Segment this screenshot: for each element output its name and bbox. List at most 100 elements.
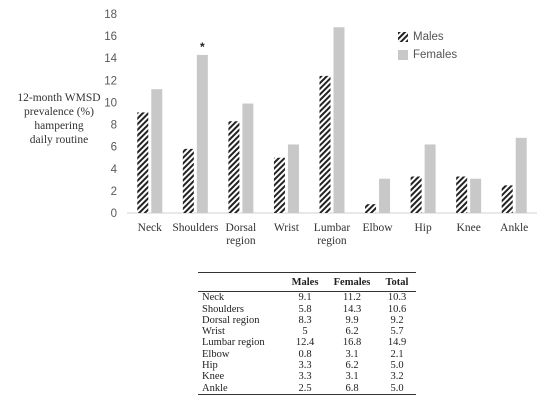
bar-females-hip — [424, 144, 436, 213]
table-cell: 3.3 — [298, 360, 312, 372]
table-cell: 9.1 — [298, 292, 312, 304]
table-cell: 14.9 — [387, 337, 407, 349]
prevalence-table: Males Females Total Neck 9.1 11.2 10.3 Shoul… — [198, 272, 416, 395]
x-tick-label: Shoulders — [172, 222, 219, 234]
table-row: Wrist 5 6.2 5.7 — [198, 326, 416, 337]
table-cell: 8.3 — [298, 314, 312, 326]
bar-females-knee — [470, 178, 482, 213]
table-row-label: Dorsal region — [202, 314, 260, 326]
y-axis-label-line: daily routine — [29, 134, 89, 146]
table-cell: 6.2 — [345, 360, 359, 372]
x-tick-label: Wrist — [274, 222, 300, 234]
y-axis-label: 12-month WMSD prevalence (%) hampering d… — [0, 91, 118, 147]
y-tick-label: 14 — [104, 53, 117, 65]
bar-males-shoulders — [182, 148, 194, 213]
x-tick-label: Dorsal — [226, 222, 257, 234]
table-cell: 9.9 — [345, 314, 359, 326]
bar-males-dorsal-region — [228, 121, 240, 213]
y-tick-label: 8 — [111, 120, 117, 132]
table-cell: 0.8 — [298, 348, 312, 360]
table-header-row: Males Females Total — [198, 272, 416, 292]
x-tick-label: Elbow — [363, 222, 394, 234]
bar-females-ankle — [515, 137, 527, 213]
bar-females-elbow — [379, 178, 391, 213]
table-cell: 16.8 — [342, 337, 362, 349]
bar-females-shoulders — [196, 54, 208, 214]
x-tick-label: Lumbar — [314, 222, 351, 234]
x-tick-label: Neck — [138, 222, 163, 234]
bar-males-wrist — [273, 157, 285, 213]
table-cell: 6.8 — [345, 382, 359, 394]
x-tick-label: Ankle — [500, 222, 528, 234]
table-cell: 10.3 — [387, 292, 407, 304]
table-row-label: Hip — [202, 360, 218, 372]
y-axis-label-line: prevalence (%) — [24, 106, 94, 118]
table-row: Hip 3.3 6.2 5.0 — [198, 360, 416, 371]
table-cell: 3.3 — [298, 371, 312, 383]
x-tick-label: Hip — [414, 222, 432, 234]
table-row-label: Neck — [202, 292, 225, 304]
legend-swatch-males — [398, 32, 408, 42]
table-cell: 5.0 — [390, 360, 404, 372]
bar-males-lumbar-region — [319, 75, 331, 214]
table-row-label: Knee — [202, 371, 225, 383]
table-cell: 2.5 — [298, 382, 312, 394]
table-cell: 3.1 — [345, 348, 359, 360]
table-cell: 6.2 — [345, 326, 359, 338]
y-tick-label: 6 — [111, 142, 117, 154]
bar-females-dorsal-region — [242, 103, 254, 213]
table-row: Knee 3.3 3.1 3.2 — [198, 371, 416, 382]
table-cell: 5.7 — [390, 326, 404, 338]
y-tick-label: 12 — [104, 75, 117, 87]
x-tick-label: region — [317, 235, 347, 247]
table-cell: 5.8 — [298, 303, 312, 315]
table-cell: 5.0 — [390, 382, 404, 394]
y-tick-label: 10 — [104, 97, 117, 109]
table-header-cell — [198, 273, 284, 292]
table-row-label: Wrist — [202, 326, 225, 338]
x-tick-label: Knee — [457, 222, 481, 234]
bar-males-elbow — [365, 204, 377, 213]
table-header-cell: Total — [385, 277, 409, 288]
legend-label-females: Females — [413, 49, 458, 61]
bar-males-neck — [137, 112, 149, 213]
table-cell: 11.2 — [343, 292, 361, 304]
y-tick-label: 0 — [111, 208, 117, 220]
table-cell: 3.2 — [390, 371, 404, 383]
y-tick-label: 18 — [104, 9, 117, 21]
table-cell: 3.1 — [345, 371, 359, 383]
table-row: Shoulders 5.8 14.3 10.6 — [198, 304, 416, 315]
table-row: Elbow 0.8 3.1 2.1 — [198, 349, 416, 360]
table-cell: 5 — [302, 326, 308, 338]
table-row-label: Ankle — [202, 382, 228, 394]
y-tick-label: 4 — [111, 164, 118, 176]
bar-males-ankle — [501, 185, 513, 213]
bar-females-neck — [151, 89, 163, 213]
y-axis-label-line: hampering — [34, 120, 84, 132]
legend-item-males: Males — [398, 28, 457, 46]
table-cell: 14.3 — [342, 303, 362, 315]
table-row-label: Lumbar region — [202, 337, 265, 349]
bar-males-knee — [456, 176, 468, 213]
y-tick-label: 2 — [111, 186, 117, 198]
table-header-cell: Males — [291, 277, 319, 288]
y-tick-label: 16 — [104, 31, 117, 43]
table-row: Lumbar region 12.4 16.8 14.9 — [198, 337, 416, 348]
table-cell: 2.1 — [390, 348, 404, 360]
legend-swatch-females — [398, 50, 408, 60]
bar-females-wrist — [287, 144, 299, 213]
table-header-cell: Females — [333, 277, 371, 288]
bar-males-hip — [410, 176, 422, 213]
table-row-label: Shoulders — [202, 303, 244, 315]
chart-legend: Males Females — [398, 28, 457, 64]
table-cell: 12.4 — [295, 337, 315, 349]
table-row-label: Elbow — [202, 348, 230, 360]
significance-marker: * — [200, 40, 205, 54]
table-row: Ankle 2.5 6.8 5.0 — [198, 383, 416, 395]
bar-females-lumbar-region — [333, 27, 345, 214]
table-row: Dorsal region 8.3 9.9 9.2 — [198, 315, 416, 326]
x-tick-label: region — [226, 235, 256, 247]
table-cell: 9.2 — [390, 314, 404, 326]
table-cell: 10.6 — [387, 303, 407, 315]
